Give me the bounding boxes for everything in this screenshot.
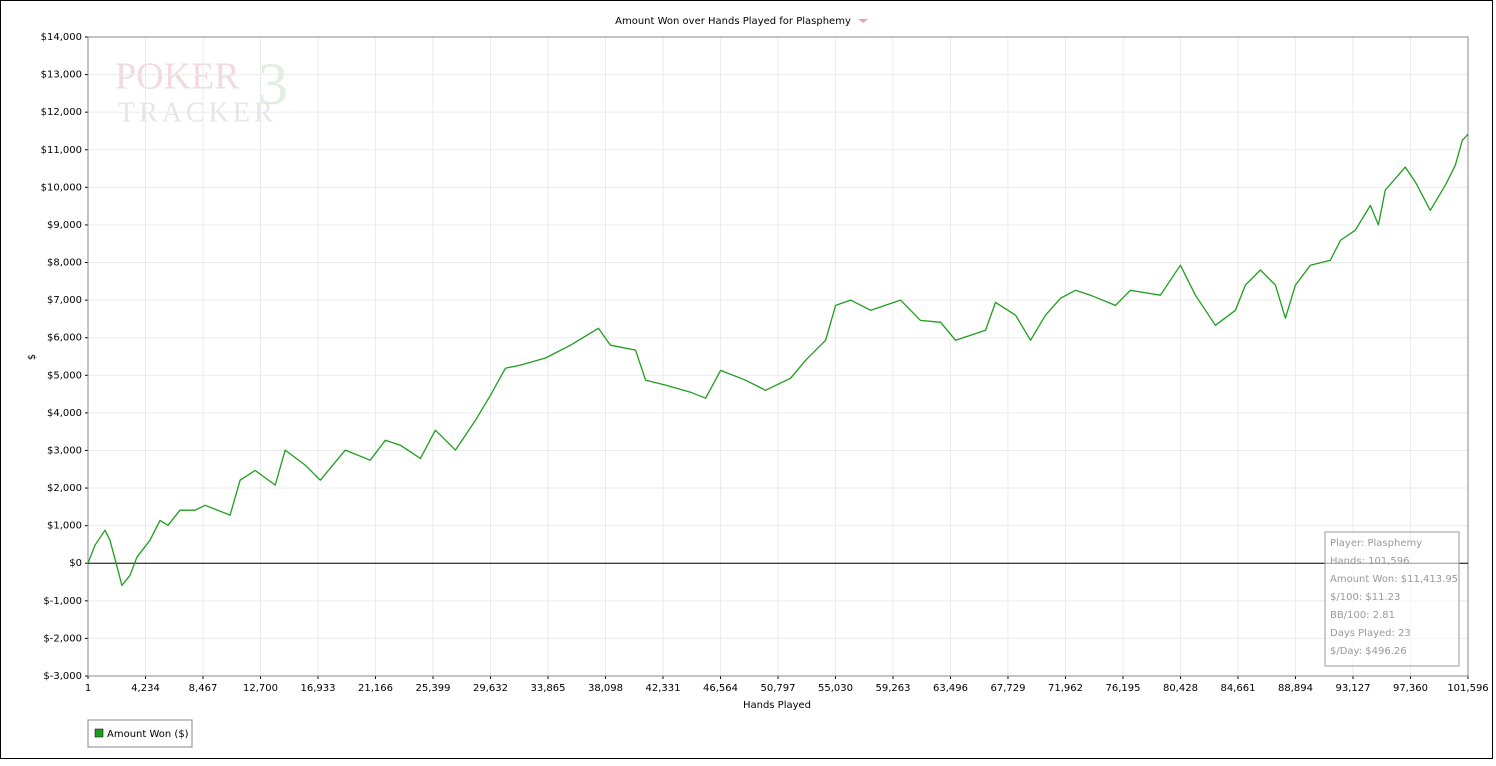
x-tick-label: 76,195: [1105, 683, 1140, 694]
x-tick-label: 80,428: [1163, 683, 1198, 694]
x-tick-label: 29,632: [473, 683, 508, 694]
y-tick-label: $-1,000: [43, 596, 82, 607]
x-tick-label: 84,661: [1220, 683, 1255, 694]
heart-icon: [858, 19, 868, 23]
stats-box: [1324, 531, 1460, 667]
legend-label: Amount Won ($): [107, 729, 189, 740]
y-tick-label: $1,000: [47, 521, 82, 532]
y-tick-label: $8,000: [47, 258, 82, 269]
x-tick-label: 59,263: [875, 683, 910, 694]
legend-box: [87, 719, 193, 748]
y-tick-label: $6,000: [47, 333, 82, 344]
x-tick-label: 46,564: [703, 683, 738, 694]
x-tick-label: 50,797: [760, 683, 795, 694]
stats-text: $/Day: $496.26: [1330, 646, 1407, 657]
y-tick-label: $-2,000: [43, 633, 82, 644]
watermark: POKER TRACKER 3: [115, 51, 288, 129]
legend-swatch: [94, 728, 104, 738]
stats-text: Player: Plasphemy: [1330, 538, 1422, 549]
y-tick-label: $3,000: [47, 445, 82, 456]
data-line: [87, 133, 1469, 587]
x-tick-label: 71,962: [1048, 683, 1083, 694]
x-tick-label: 4,234: [131, 683, 160, 694]
y-tick-label: $10,000: [41, 182, 82, 193]
x-tick-label: 63,496: [933, 683, 968, 694]
y-tick-label: $13,000: [41, 70, 82, 81]
x-axis-label: Hands Played: [743, 700, 811, 711]
x-tick-label: 101,596: [1447, 683, 1488, 694]
x-tick-label: 21,166: [358, 683, 393, 694]
x-tick-label: 12,700: [243, 683, 278, 694]
y-tick-label: $11,000: [41, 145, 82, 156]
y-tick-label: $9,000: [47, 220, 82, 231]
x-tick-label: 42,331: [645, 683, 680, 694]
y-tick-label: $2,000: [47, 483, 82, 494]
y-tick-label: $12,000: [41, 107, 82, 118]
x-tick-label: 16,933: [300, 683, 335, 694]
x-tick-label: 88,894: [1278, 683, 1313, 694]
stats-text: $/100: $11.23: [1330, 592, 1400, 603]
plot-area: [87, 36, 1469, 677]
y-tick-label: $-3,000: [43, 671, 82, 682]
x-tick-label: 67,729: [990, 683, 1025, 694]
x-tick-label: 93,127: [1335, 683, 1370, 694]
y-axis-label: $: [27, 354, 38, 360]
stats-text: BB/100: 2.81: [1330, 610, 1395, 621]
x-tick-label: 55,030: [818, 683, 853, 694]
y-tick-label: $7,000: [47, 295, 82, 306]
watermark-text: TRACKER: [118, 97, 277, 128]
y-tick-label: $5,000: [47, 370, 82, 381]
y-tick-label: $14,000: [41, 32, 82, 43]
watermark-text: POKER: [115, 56, 240, 98]
stats-text: Hands: 101,596: [1330, 556, 1409, 567]
stats-text: Days Played: 23: [1330, 628, 1411, 639]
x-tick-label: 8,467: [189, 683, 218, 694]
y-tick-label: $4,000: [47, 408, 82, 419]
chart-title: Amount Won over Hands Played for Plasphe…: [615, 16, 851, 27]
y-tick-label: $0: [69, 558, 82, 569]
stats-text: Amount Won: $11,413.95: [1330, 574, 1458, 585]
watermark-text: 3: [258, 51, 288, 117]
x-tick-label: 38,098: [588, 683, 623, 694]
x-tick-label: 33,865: [530, 683, 565, 694]
x-tick-label: 1: [85, 683, 91, 694]
x-tick-label: 25,399: [415, 683, 450, 694]
x-tick-label: 97,360: [1393, 683, 1428, 694]
